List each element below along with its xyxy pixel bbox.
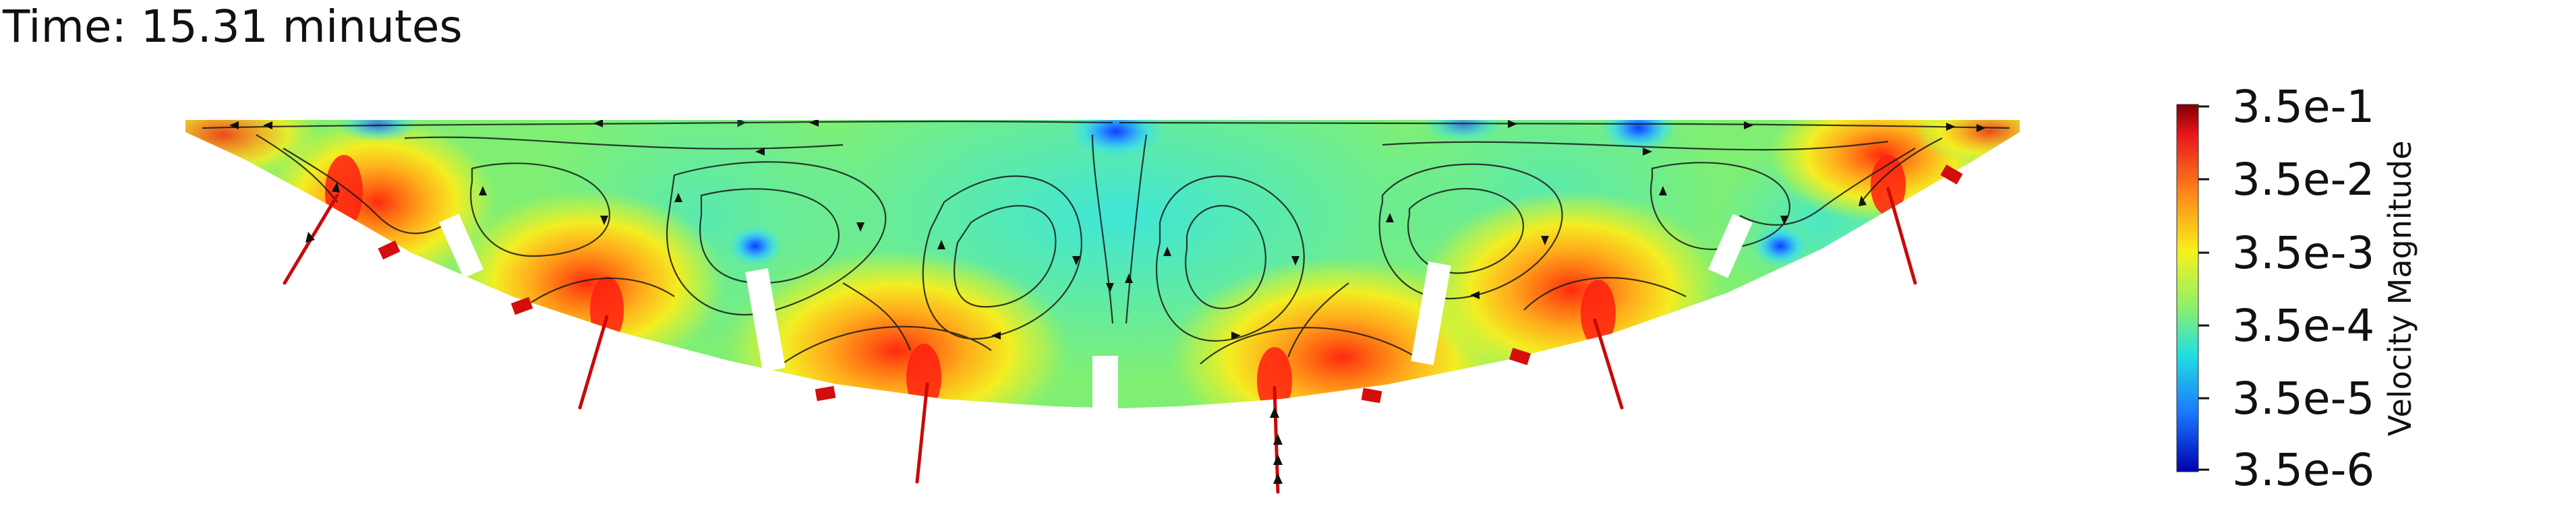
injector-jets <box>283 187 1917 494</box>
flow-domain <box>185 120 2020 416</box>
legend-tick-1: 3.5e-2 <box>2232 154 2374 206</box>
legend-tick-3: 3.5e-4 <box>2232 300 2374 352</box>
color-legend: 3.5e-1 3.5e-2 3.5e-3 3.5e-4 3.5e-5 3.5e-… <box>2176 81 2418 496</box>
legend-tick-5: 3.5e-6 <box>2232 444 2374 496</box>
legend-tick-4: 3.5e-5 <box>2232 373 2374 425</box>
legend-tick-2: 3.5e-3 <box>2232 227 2374 279</box>
color-legend-bar <box>2176 104 2199 472</box>
legend-tick-0: 3.5e-1 <box>2232 81 2374 133</box>
legend-title: Velocity Magnitude <box>2382 141 2418 437</box>
time-label: Time: 15.31 minutes <box>3 1 463 53</box>
